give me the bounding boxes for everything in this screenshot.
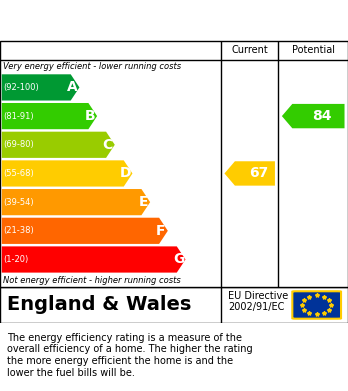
Text: G: G xyxy=(173,253,184,267)
Text: Current: Current xyxy=(231,45,268,55)
Text: 67: 67 xyxy=(249,167,268,181)
Polygon shape xyxy=(2,103,97,129)
Text: (69-80): (69-80) xyxy=(3,140,34,149)
Polygon shape xyxy=(2,246,185,273)
Text: Energy Efficiency Rating: Energy Efficiency Rating xyxy=(50,11,298,30)
Text: England & Wales: England & Wales xyxy=(7,296,191,314)
Polygon shape xyxy=(2,160,133,187)
Text: C: C xyxy=(103,138,113,152)
Text: B: B xyxy=(85,109,95,123)
Polygon shape xyxy=(2,132,115,158)
Text: The energy efficiency rating is a measure of the
overall efficiency of a home. T: The energy efficiency rating is a measur… xyxy=(7,333,253,378)
Text: F: F xyxy=(156,224,166,238)
Text: EU Directive
2002/91/EC: EU Directive 2002/91/EC xyxy=(228,291,288,312)
Polygon shape xyxy=(2,218,168,244)
Text: (92-100): (92-100) xyxy=(3,83,39,92)
Polygon shape xyxy=(224,161,275,186)
Text: (81-91): (81-91) xyxy=(3,111,34,120)
Text: Not energy efficient - higher running costs: Not energy efficient - higher running co… xyxy=(3,276,181,285)
Text: (1-20): (1-20) xyxy=(3,255,29,264)
Polygon shape xyxy=(282,104,345,128)
Text: 84: 84 xyxy=(312,109,332,123)
Text: D: D xyxy=(120,167,131,181)
Text: Very energy efficient - lower running costs: Very energy efficient - lower running co… xyxy=(3,62,182,71)
Text: (21-38): (21-38) xyxy=(3,226,34,235)
Polygon shape xyxy=(2,74,79,100)
Text: A: A xyxy=(67,81,78,94)
Text: (39-54): (39-54) xyxy=(3,197,34,206)
Text: (55-68): (55-68) xyxy=(3,169,34,178)
Polygon shape xyxy=(2,189,150,215)
Text: E: E xyxy=(139,195,148,209)
FancyBboxPatch shape xyxy=(292,291,341,319)
Text: Potential: Potential xyxy=(292,45,335,55)
